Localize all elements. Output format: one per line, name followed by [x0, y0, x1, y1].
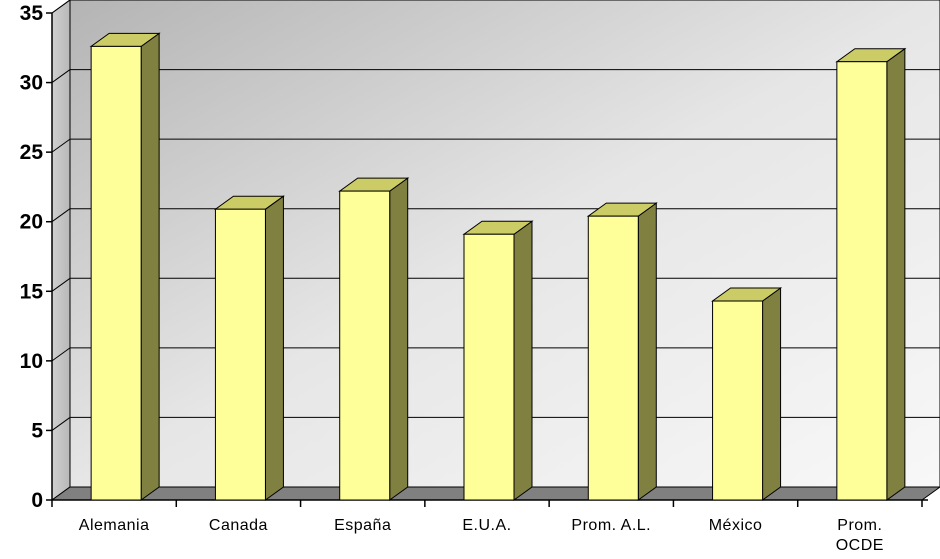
x-tick-label: E.U.A. [462, 517, 511, 534]
gridline-side [51, 0, 71, 14]
bar [711, 287, 783, 501]
bar-side [886, 47, 906, 501]
x-tick-label: Canada [209, 517, 268, 534]
bar-front [587, 215, 639, 501]
x-tick-label: OCDE [836, 537, 884, 554]
bar-front [463, 233, 515, 501]
bar [835, 47, 907, 501]
bar-side [637, 202, 657, 501]
bar-front [712, 300, 764, 501]
y-tick-label: 30 [20, 72, 43, 95]
y-tick-label: 5 [31, 419, 43, 442]
bar-front [214, 208, 266, 501]
bar [462, 220, 534, 501]
y-tick-label: 15 [20, 280, 44, 303]
x-tick-label: Prom. [837, 517, 882, 534]
bar-front [90, 45, 142, 501]
x-tick-label: Prom. A.L. [571, 517, 651, 534]
bar-side [140, 32, 160, 501]
bar [213, 195, 285, 501]
bar-side [264, 195, 284, 501]
x-tick-label: México [709, 517, 763, 534]
bar-side [762, 287, 782, 501]
x-tick-label: España [334, 517, 391, 534]
y-tick-label: 20 [20, 211, 43, 234]
bar [586, 202, 658, 501]
bar [338, 177, 410, 501]
y-tick-label: 25 [20, 141, 44, 164]
gridline-side [51, 417, 71, 431]
bar-front [836, 61, 888, 501]
gridline-side [51, 277, 71, 292]
y-tick-label: 0 [31, 489, 43, 512]
x-tick-label: Alemania [79, 517, 150, 534]
gridline-side [51, 347, 71, 362]
gridline-side [51, 69, 71, 83]
bar [89, 32, 161, 501]
side-wall [51, 0, 71, 501]
y-tick-label: 35 [20, 2, 44, 25]
bar-side [513, 220, 533, 501]
y-tick-label: 10 [20, 350, 43, 373]
gridline-side [51, 138, 71, 153]
bar-side [389, 177, 409, 501]
gridline-side [51, 208, 71, 223]
bar-front [339, 190, 391, 501]
